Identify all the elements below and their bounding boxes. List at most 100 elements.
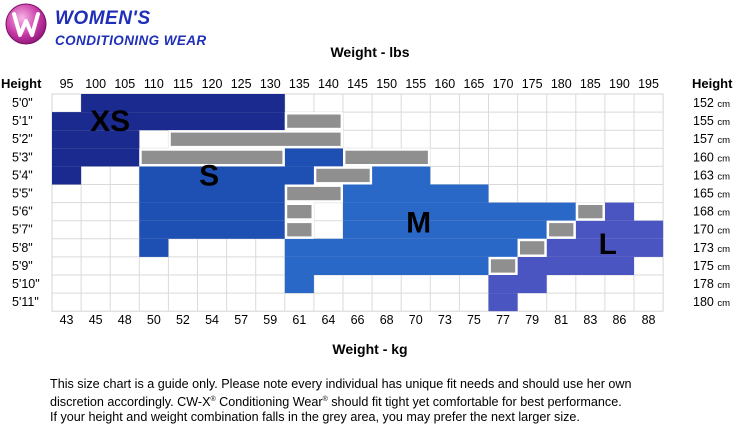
y-tick-cm: 170 cm bbox=[693, 223, 730, 237]
y-tick-cm: 163 cm bbox=[693, 168, 730, 182]
size-label-l: L bbox=[599, 228, 617, 261]
grey-area-cell bbox=[284, 184, 343, 203]
x-tick-kg: 79 bbox=[525, 313, 539, 327]
grey-area-cell bbox=[517, 238, 547, 257]
x-tick-kg: 61 bbox=[292, 313, 306, 327]
size-cell-s bbox=[284, 148, 343, 167]
y-tick-ft: 5'2" bbox=[12, 132, 33, 146]
size-label-m: M bbox=[406, 207, 431, 240]
x-tick-lbs: 135 bbox=[289, 77, 310, 91]
y-tick-cm: 165 cm bbox=[693, 187, 730, 201]
disclaimer: This size chart is a guide only. Please … bbox=[50, 377, 740, 425]
y-tick-ft: 5'1" bbox=[12, 114, 33, 128]
x-tick-lbs: 105 bbox=[114, 77, 135, 91]
x-tick-kg: 48 bbox=[118, 313, 132, 327]
y-tick-ft: 5'9" bbox=[12, 259, 33, 273]
y-tick-ft: 5'0" bbox=[12, 96, 33, 110]
x-tick-kg: 75 bbox=[467, 313, 481, 327]
brand-subtitle: CONDITIONING WEAR bbox=[55, 33, 207, 48]
size-cell-xs bbox=[81, 94, 285, 113]
x-tick-kg: 66 bbox=[351, 313, 365, 327]
x-tick-lbs: 130 bbox=[260, 77, 281, 91]
x-tick-kg: 52 bbox=[176, 313, 190, 327]
x-tick-lbs: 185 bbox=[580, 77, 601, 91]
x-tick-kg: 50 bbox=[147, 313, 161, 327]
size-chart: XS S M L Height Height 95 100 105 110 115 120 125 130… bbox=[1, 76, 733, 327]
x-tick-lbs: 180 bbox=[551, 77, 572, 91]
y-tick-cm: 157 cm bbox=[693, 132, 730, 146]
x-tick-kg: 59 bbox=[263, 313, 277, 327]
y-tick-ft: 5'6" bbox=[12, 205, 33, 219]
size-label-s: S bbox=[199, 159, 219, 192]
disclaimer-line-2: discretion accordingly. CW-X® Conditioni… bbox=[50, 395, 622, 410]
size-cell-l bbox=[517, 256, 634, 275]
size-cell-s bbox=[139, 202, 285, 221]
size-cell-xs bbox=[52, 112, 285, 131]
x-tick-lbs: 125 bbox=[231, 77, 252, 91]
x-tick-lbs: 145 bbox=[347, 77, 368, 91]
x-tick-lbs: 140 bbox=[318, 77, 339, 91]
y-tick-cm: 173 cm bbox=[693, 241, 730, 255]
size-cell-l bbox=[604, 202, 634, 221]
y-tick-cm: 152 cm bbox=[693, 96, 730, 110]
x-tick-lbs: 190 bbox=[609, 77, 630, 91]
size-cell-s bbox=[139, 220, 285, 239]
grey-area-cell bbox=[575, 202, 605, 221]
size-cell-l bbox=[488, 293, 518, 312]
size-cell-s bbox=[139, 238, 169, 257]
y-tick-ft: 5'5" bbox=[12, 187, 33, 201]
x-tick-kg: 77 bbox=[496, 313, 510, 327]
y-tick-cm: 160 cm bbox=[693, 150, 730, 164]
y-tick-ft: 5'7" bbox=[12, 223, 33, 237]
x-tick-lbs: 160 bbox=[434, 77, 455, 91]
x-tick-kg: 83 bbox=[583, 313, 597, 327]
y-tick-ft: 5'10" bbox=[12, 277, 40, 291]
y-tick-ft: 5'8" bbox=[12, 241, 33, 255]
grey-area-cell bbox=[139, 148, 285, 167]
x-tick-kg: 45 bbox=[89, 313, 103, 327]
size-cell-s bbox=[139, 166, 343, 185]
size-cell-m bbox=[284, 256, 518, 275]
disclaimer-line-1: This size chart is a guide only. Please … bbox=[50, 377, 632, 391]
x-tick-kg: 81 bbox=[554, 313, 568, 327]
size-label-xs: XS bbox=[90, 105, 130, 138]
chart-title: Weight - lbs bbox=[330, 44, 410, 60]
x-tick-kg: 43 bbox=[60, 313, 74, 327]
grey-area-cell bbox=[168, 130, 344, 149]
x-tick-lbs: 170 bbox=[493, 77, 514, 91]
x-tick-lbs: 195 bbox=[638, 77, 659, 91]
x-tick-lbs: 100 bbox=[85, 77, 106, 91]
y-tick-ft: 5'4" bbox=[12, 168, 33, 182]
size-cell-m bbox=[343, 202, 576, 221]
height-label-right: Height bbox=[692, 76, 733, 91]
size-cell-m bbox=[343, 184, 489, 203]
size-cell-xs bbox=[52, 130, 140, 149]
x-tick-lbs: 165 bbox=[464, 77, 485, 91]
x-tick-kg: 54 bbox=[205, 313, 219, 327]
x-tick-lbs: 95 bbox=[60, 77, 74, 91]
x-tick-kg: 68 bbox=[380, 313, 394, 327]
size-cell-l bbox=[575, 220, 664, 239]
grey-area-cell bbox=[284, 220, 314, 239]
x-tick-kg: 73 bbox=[438, 313, 452, 327]
y-tick-ft: 5'3" bbox=[12, 150, 33, 164]
y-tick-cm: 178 cm bbox=[693, 277, 730, 291]
x-tick-lbs: 110 bbox=[144, 77, 164, 91]
disclaimer-line-3: If your height and weight combination fa… bbox=[50, 410, 580, 425]
size-cell-l bbox=[546, 238, 664, 257]
x-tick-kg: 86 bbox=[612, 313, 626, 327]
size-cell-m bbox=[343, 220, 547, 239]
size-cell-xs bbox=[52, 148, 140, 167]
size-cell-l bbox=[488, 275, 547, 294]
x-tick-kg: 64 bbox=[321, 313, 335, 327]
x-tick-lbs: 150 bbox=[376, 77, 397, 91]
size-cell-m bbox=[284, 238, 518, 257]
y-tick-cm: 180 cm bbox=[693, 295, 730, 309]
size-cell-s bbox=[139, 184, 285, 203]
x-tick-kg: 57 bbox=[234, 313, 248, 327]
x-tick-lbs: 115 bbox=[173, 77, 193, 91]
x-tick-kg: 88 bbox=[642, 313, 656, 327]
y-tick-cm: 175 cm bbox=[693, 259, 730, 273]
brand-logo bbox=[5, 3, 47, 45]
x-tick-lbs: 120 bbox=[202, 77, 223, 91]
